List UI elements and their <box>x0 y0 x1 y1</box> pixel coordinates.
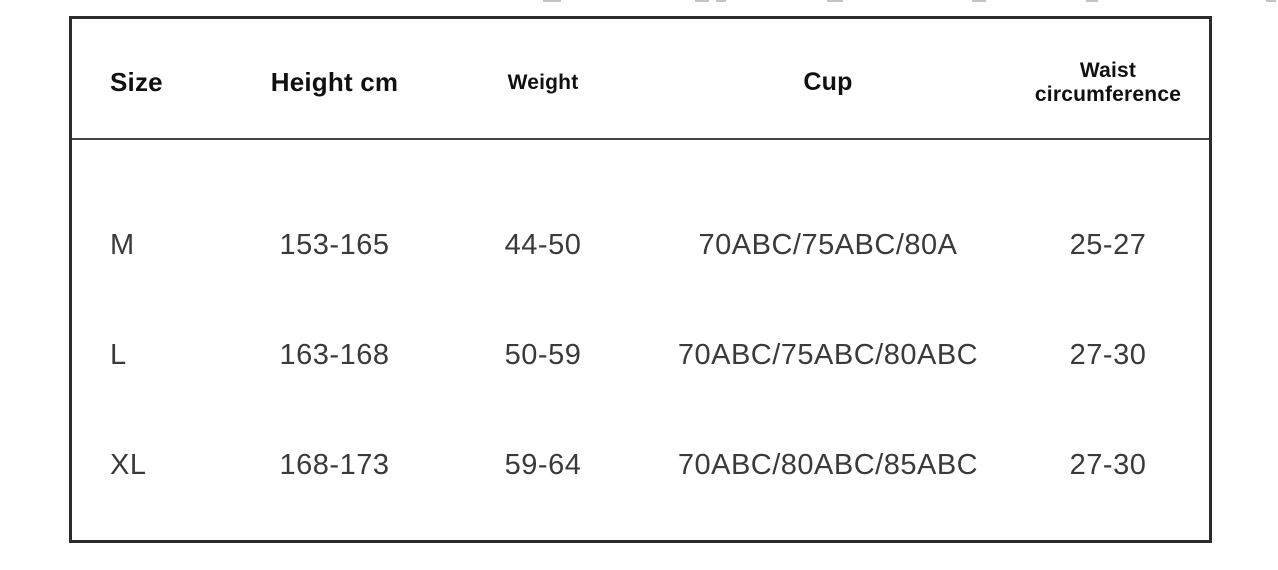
column-header-cup: Cup <box>803 68 853 96</box>
waist-value: 25-27 <box>1069 228 1147 261</box>
table-body: M 153-165 44-50 70ABC/75ABC/80A 25-27 L … <box>72 140 1209 520</box>
weight-value: 59-64 <box>504 448 582 481</box>
weight-value: 44-50 <box>504 228 582 261</box>
cup-value: 70ABC/75ABC/80A <box>698 228 958 261</box>
table-header-row: Size Height cm Weight Cup Waist circumfe… <box>72 19 1209 140</box>
table-row-m: M 153-165 44-50 70ABC/75ABC/80A 25-27 <box>72 190 1209 300</box>
size-value: M <box>110 228 135 261</box>
height-value: 153-165 <box>279 228 390 261</box>
height-value: 163-168 <box>279 338 390 371</box>
cropped-text-artifact <box>972 0 986 2</box>
waist-value: 27-30 <box>1069 338 1147 371</box>
table-row-xl: XL 168-173 59-64 70ABC/80ABC/85ABC 27-30 <box>72 410 1209 520</box>
column-header-weight: Weight <box>507 70 579 94</box>
column-header-size: Size <box>110 67 163 97</box>
size-value: XL <box>110 448 147 481</box>
size-value: L <box>110 338 127 371</box>
column-header-height: Height cm <box>270 67 399 97</box>
cup-value: 70ABC/75ABC/80ABC <box>677 338 979 371</box>
column-header-waist: Waist circumference <box>1034 58 1182 106</box>
cropped-text-artifact <box>543 0 561 2</box>
waist-value: 27-30 <box>1069 448 1147 481</box>
cropped-text-artifact <box>1266 0 1276 2</box>
cropped-text-artifact <box>695 0 709 2</box>
cropped-text-artifact <box>716 0 726 2</box>
cup-value: 70ABC/80ABC/85ABC <box>677 448 979 481</box>
table-row-l: L 163-168 50-59 70ABC/75ABC/80ABC 27-30 <box>72 300 1209 410</box>
weight-value: 50-59 <box>504 338 582 371</box>
cropped-text-artifact <box>1086 0 1098 2</box>
height-value: 168-173 <box>279 448 390 481</box>
cropped-text-artifact <box>827 0 843 2</box>
size-chart-table: Size Height cm Weight Cup Waist circumfe… <box>69 16 1212 543</box>
